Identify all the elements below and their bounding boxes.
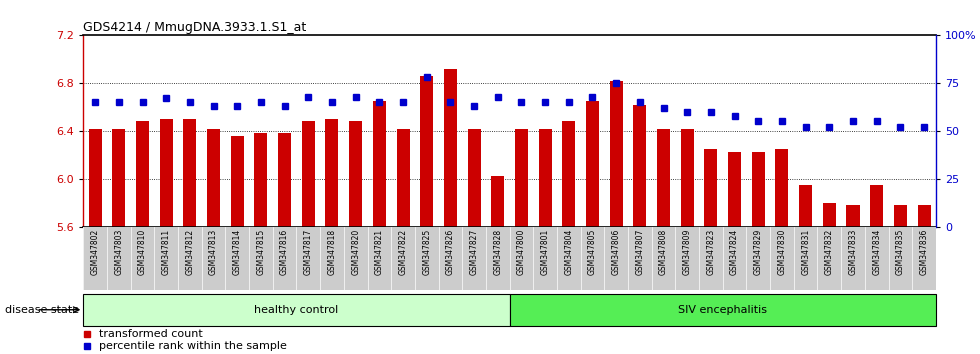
Text: GSM347818: GSM347818 xyxy=(327,228,336,275)
Bar xyxy=(302,121,315,227)
Text: GSM347811: GSM347811 xyxy=(162,228,171,275)
Bar xyxy=(917,205,931,227)
Bar xyxy=(563,121,575,227)
Bar xyxy=(775,149,789,227)
Bar xyxy=(894,205,906,227)
Bar xyxy=(847,205,859,227)
Text: GSM347810: GSM347810 xyxy=(138,228,147,275)
Text: GSM347807: GSM347807 xyxy=(635,228,645,275)
Text: GSM347836: GSM347836 xyxy=(919,228,929,275)
Bar xyxy=(467,129,480,227)
Text: GSM347829: GSM347829 xyxy=(754,228,762,275)
Text: GSM347813: GSM347813 xyxy=(209,228,219,275)
Text: GSM347830: GSM347830 xyxy=(777,228,787,275)
Text: GSM347805: GSM347805 xyxy=(588,228,597,275)
Bar xyxy=(610,81,622,227)
Bar xyxy=(183,119,196,227)
Text: GSM347828: GSM347828 xyxy=(493,228,503,275)
Text: GSM347827: GSM347827 xyxy=(469,228,478,275)
Bar xyxy=(230,136,244,227)
Text: GSM347821: GSM347821 xyxy=(374,228,384,275)
Bar xyxy=(491,176,505,227)
Bar xyxy=(514,129,528,227)
Bar xyxy=(586,101,599,227)
Bar xyxy=(255,133,268,227)
Bar xyxy=(372,101,386,227)
Bar xyxy=(633,105,647,227)
Bar xyxy=(870,185,883,227)
Text: healthy control: healthy control xyxy=(255,305,338,315)
Bar xyxy=(420,76,433,227)
Text: GSM347815: GSM347815 xyxy=(257,228,266,275)
Text: GSM347832: GSM347832 xyxy=(825,228,834,275)
Text: GSM347814: GSM347814 xyxy=(232,228,242,275)
Text: GSM347808: GSM347808 xyxy=(659,228,668,275)
Bar xyxy=(705,149,717,227)
Bar xyxy=(510,294,936,326)
Bar xyxy=(397,129,410,227)
Text: GSM347817: GSM347817 xyxy=(304,228,313,275)
Text: SIV encephalitis: SIV encephalitis xyxy=(678,305,767,315)
Text: GSM347835: GSM347835 xyxy=(896,228,905,275)
Text: GSM347824: GSM347824 xyxy=(730,228,739,275)
Bar xyxy=(752,153,764,227)
Bar xyxy=(444,69,457,227)
Text: GSM347826: GSM347826 xyxy=(446,228,455,275)
Text: GSM347801: GSM347801 xyxy=(541,228,550,275)
Bar xyxy=(136,121,149,227)
Bar xyxy=(83,294,510,326)
Text: GSM347834: GSM347834 xyxy=(872,228,881,275)
Text: GSM347833: GSM347833 xyxy=(849,228,858,275)
Bar xyxy=(728,153,741,227)
Bar xyxy=(325,119,338,227)
Text: GSM347816: GSM347816 xyxy=(280,228,289,275)
Text: GSM347823: GSM347823 xyxy=(707,228,715,275)
Bar xyxy=(349,121,363,227)
Text: GSM347812: GSM347812 xyxy=(185,228,194,275)
Bar xyxy=(539,129,552,227)
Text: transformed count: transformed count xyxy=(99,329,203,339)
Text: GSM347802: GSM347802 xyxy=(90,228,100,275)
Text: GDS4214 / MmugDNA.3933.1.S1_at: GDS4214 / MmugDNA.3933.1.S1_at xyxy=(83,21,307,34)
Bar xyxy=(681,129,694,227)
Text: GSM347825: GSM347825 xyxy=(422,228,431,275)
Text: GSM347809: GSM347809 xyxy=(683,228,692,275)
Bar xyxy=(799,185,812,227)
Bar xyxy=(657,129,670,227)
Bar xyxy=(113,129,125,227)
Text: GSM347806: GSM347806 xyxy=(612,228,620,275)
Text: GSM347803: GSM347803 xyxy=(115,228,123,275)
Text: percentile rank within the sample: percentile rank within the sample xyxy=(99,341,287,351)
Bar xyxy=(278,133,291,227)
Text: GSM347831: GSM347831 xyxy=(801,228,810,275)
Bar xyxy=(160,119,172,227)
Text: GSM347820: GSM347820 xyxy=(351,228,361,275)
Bar xyxy=(823,203,836,227)
Text: GSM347822: GSM347822 xyxy=(399,228,408,275)
Text: disease state: disease state xyxy=(5,305,79,315)
Text: GSM347804: GSM347804 xyxy=(564,228,573,275)
Bar xyxy=(207,129,220,227)
Bar xyxy=(88,129,102,227)
Text: GSM347800: GSM347800 xyxy=(516,228,526,275)
